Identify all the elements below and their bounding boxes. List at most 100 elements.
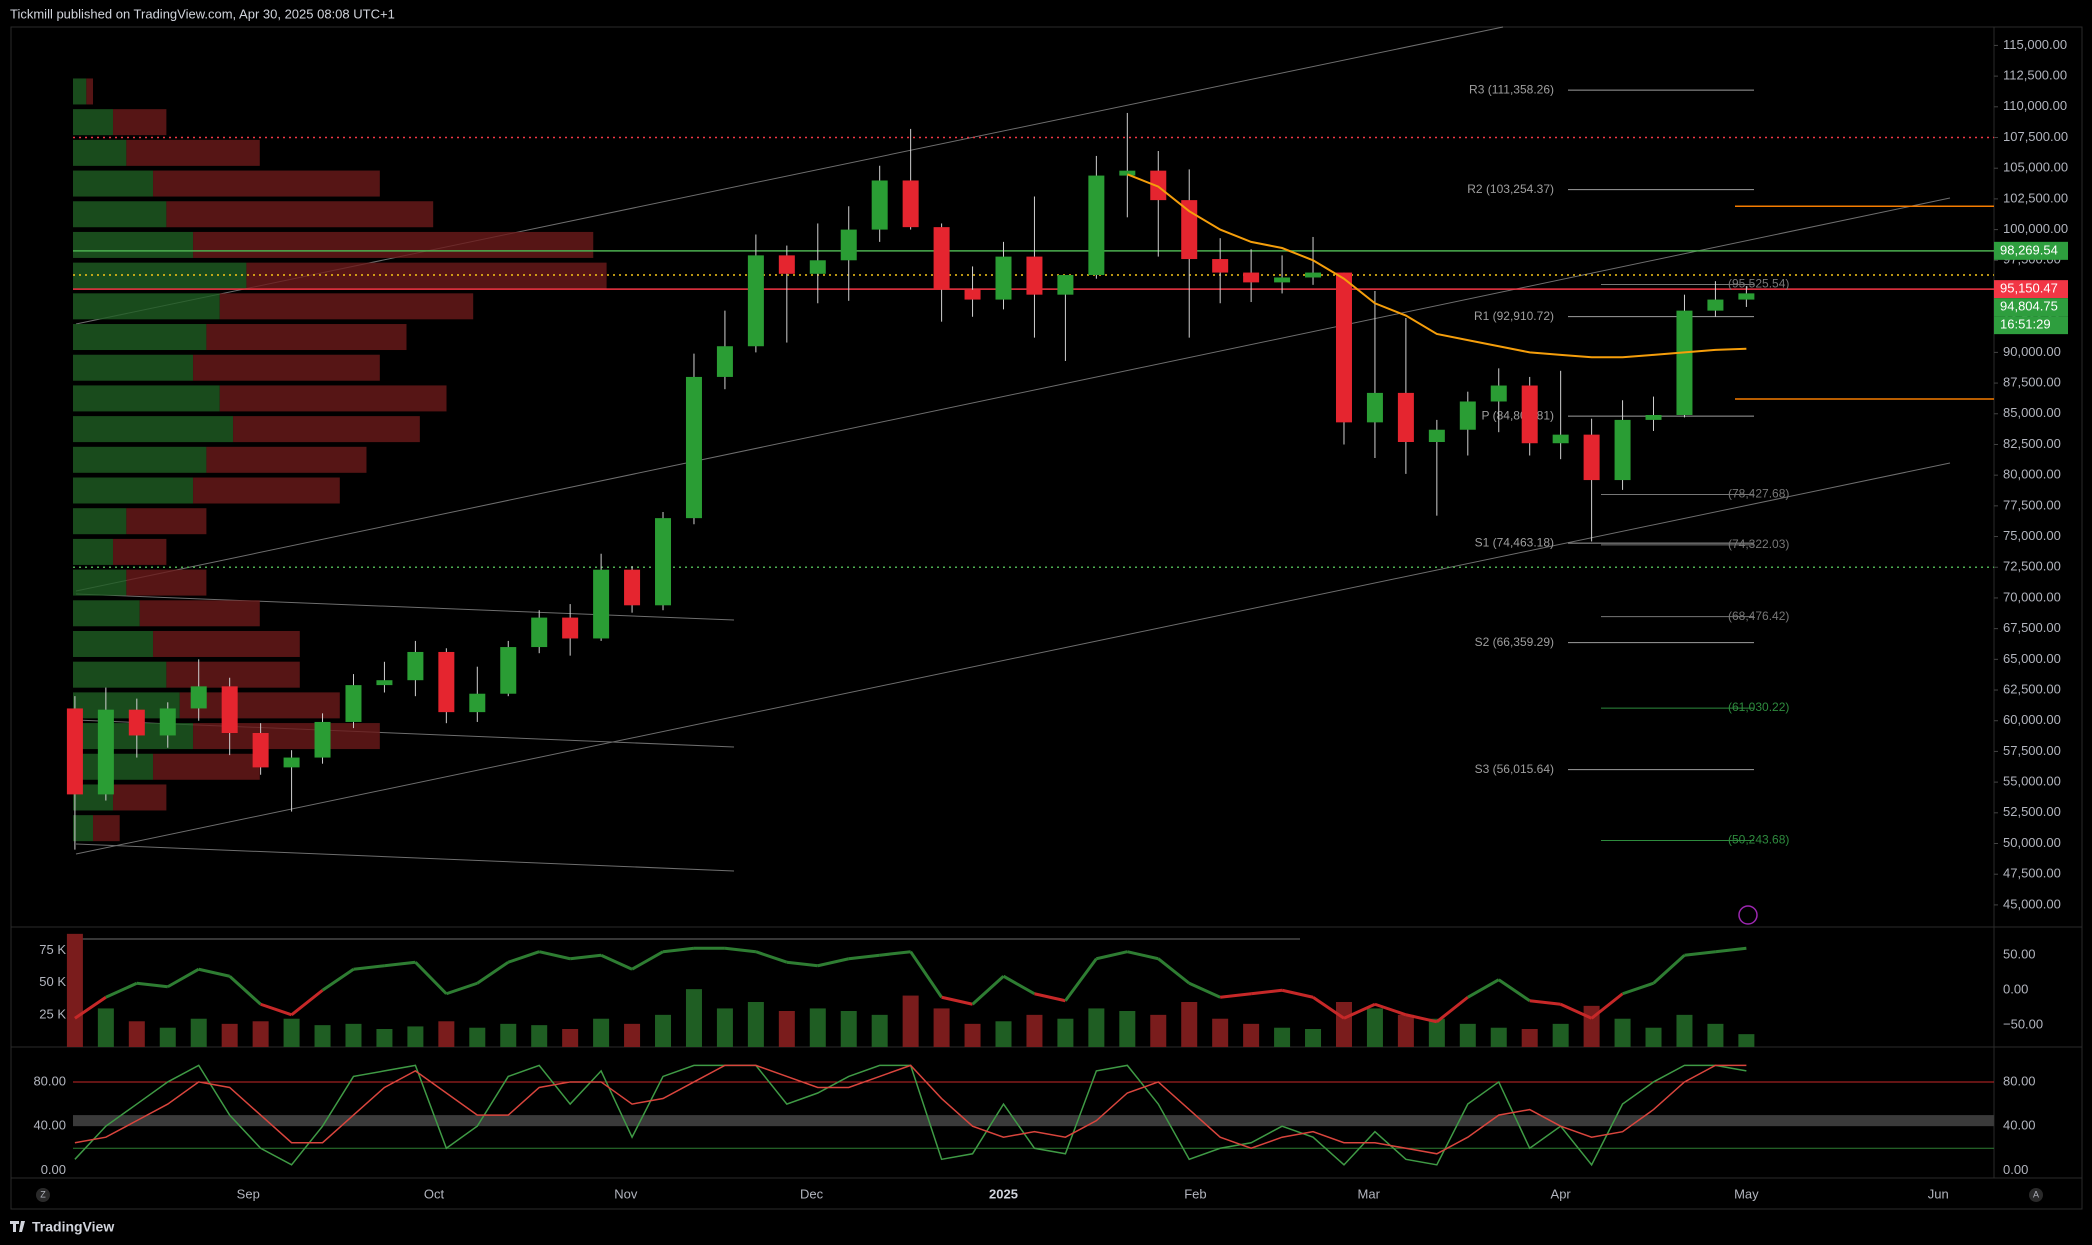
candle-body (1150, 170, 1167, 201)
profile-down (113, 109, 167, 136)
pivot-label: R1 (92,910.72) (1474, 309, 1554, 323)
volume-bar (1181, 1002, 1198, 1047)
profile-up (73, 231, 194, 258)
volume-bar (840, 1011, 857, 1047)
volume-bar (1738, 1034, 1755, 1047)
stoch-tick-label: 0.00 (41, 1162, 66, 1177)
auto-button-label: A (2033, 1189, 2039, 1199)
volume-bar (345, 1023, 362, 1047)
oscillator-segment (662, 946, 695, 954)
auto-button[interactable] (2029, 1188, 2043, 1202)
footer-brand[interactable]: TradingView (32, 1219, 114, 1235)
profile-down (166, 201, 434, 228)
pivot-label: S1 (74,463.18) (1475, 535, 1554, 549)
x-tick-label: Jun (1928, 1186, 1949, 1201)
candle-body (1521, 385, 1538, 444)
pivot-label: (68,476.42) (1728, 609, 1789, 623)
oscillator-segment (1652, 954, 1686, 985)
candle-body (314, 721, 331, 758)
y-tick-label: 45,000.00 (2003, 896, 2061, 911)
stoch-line (74, 1064, 1747, 1155)
candle-body (716, 346, 733, 377)
profile-up (73, 262, 247, 289)
candle-body (1397, 392, 1414, 443)
oscillator-segment (1529, 999, 1561, 1006)
candle-body (840, 229, 857, 261)
volume-bar (1707, 1023, 1724, 1047)
candle-body (1428, 429, 1445, 443)
profile-down (86, 78, 94, 105)
y-tick-label: 110,000.00 (2003, 98, 2067, 113)
volume-bar (624, 1023, 641, 1047)
volume-bar (593, 1018, 610, 1047)
candle-body (500, 647, 517, 694)
candle-body (345, 685, 362, 722)
oscillator-segment (755, 950, 788, 964)
y-tick-label: 85,000.00 (2003, 405, 2061, 420)
scale-button-label: Z (40, 1189, 46, 1199)
candle-body (1274, 277, 1291, 283)
volume-bar (778, 1011, 795, 1047)
volume-bar (469, 1027, 486, 1047)
price-tag (1994, 241, 2068, 260)
pivot-label: (61,030.22) (1728, 700, 1789, 714)
profile-down (153, 630, 300, 657)
oscillator-segment (1684, 950, 1716, 957)
oscillator-segment (1002, 974, 1036, 996)
oscillator-segment (848, 953, 880, 961)
candle-body (66, 708, 83, 795)
volume-bar (1274, 1027, 1291, 1047)
profile-up (73, 416, 234, 443)
oscillator-segment (631, 950, 664, 971)
y-tick-label: 107,500.00 (2003, 129, 2068, 144)
volume-bar (407, 1026, 424, 1047)
profile-up (73, 78, 87, 105)
y-tick-label: 115,000.00 (2003, 37, 2067, 52)
volume-bar (902, 995, 919, 1047)
alert-icon[interactable] (1738, 905, 1758, 925)
volume-bar (964, 1023, 981, 1047)
profile-up (73, 324, 207, 351)
oscillator-segment (1064, 957, 1098, 1002)
y-tick-label: 90,000.00 (2003, 344, 2061, 359)
volume-bar (1645, 1027, 1662, 1047)
candle-body (1645, 414, 1662, 420)
volume-bar (1459, 1023, 1476, 1047)
volume-bar (314, 1025, 331, 1047)
oscillator-segment (353, 964, 385, 971)
candle-body (685, 376, 702, 519)
scale-button[interactable] (36, 1188, 50, 1202)
logo (10, 1221, 25, 1232)
candle-body (190, 686, 207, 709)
pivot-label: R3 (111,358.26) (1469, 82, 1554, 96)
x-tick-label: Oct (424, 1186, 445, 1201)
volume-bar (159, 1027, 176, 1047)
volume-tick-label: 75 K (39, 942, 66, 957)
profile-down (193, 477, 340, 504)
y-tick-label: 60,000.00 (2003, 712, 2061, 727)
candle-body (221, 686, 238, 734)
candle-body (655, 518, 672, 606)
candle-body (1119, 170, 1136, 176)
oscillator-segment (1467, 978, 1500, 999)
volume-bar (500, 1023, 517, 1047)
oscillator-segment (1715, 946, 1747, 954)
candle-body (1583, 434, 1600, 481)
profile-down (206, 446, 367, 473)
profile-down (166, 661, 300, 688)
volume-bar (1119, 1011, 1136, 1047)
oscillator-segment (1622, 981, 1654, 996)
candle-body (809, 260, 826, 274)
candle-body (1490, 385, 1507, 402)
profile-up (73, 600, 140, 627)
countdown-tag (1994, 316, 2068, 335)
header: Tickmill published on TradingView.com, A… (10, 6, 395, 21)
volume-bar (221, 1023, 238, 1047)
profile-down (153, 753, 260, 780)
profile-up (73, 201, 167, 228)
y-tick-label: 102,500.00 (2003, 190, 2068, 205)
profile-down (233, 416, 420, 443)
volume-bar (747, 1002, 764, 1047)
